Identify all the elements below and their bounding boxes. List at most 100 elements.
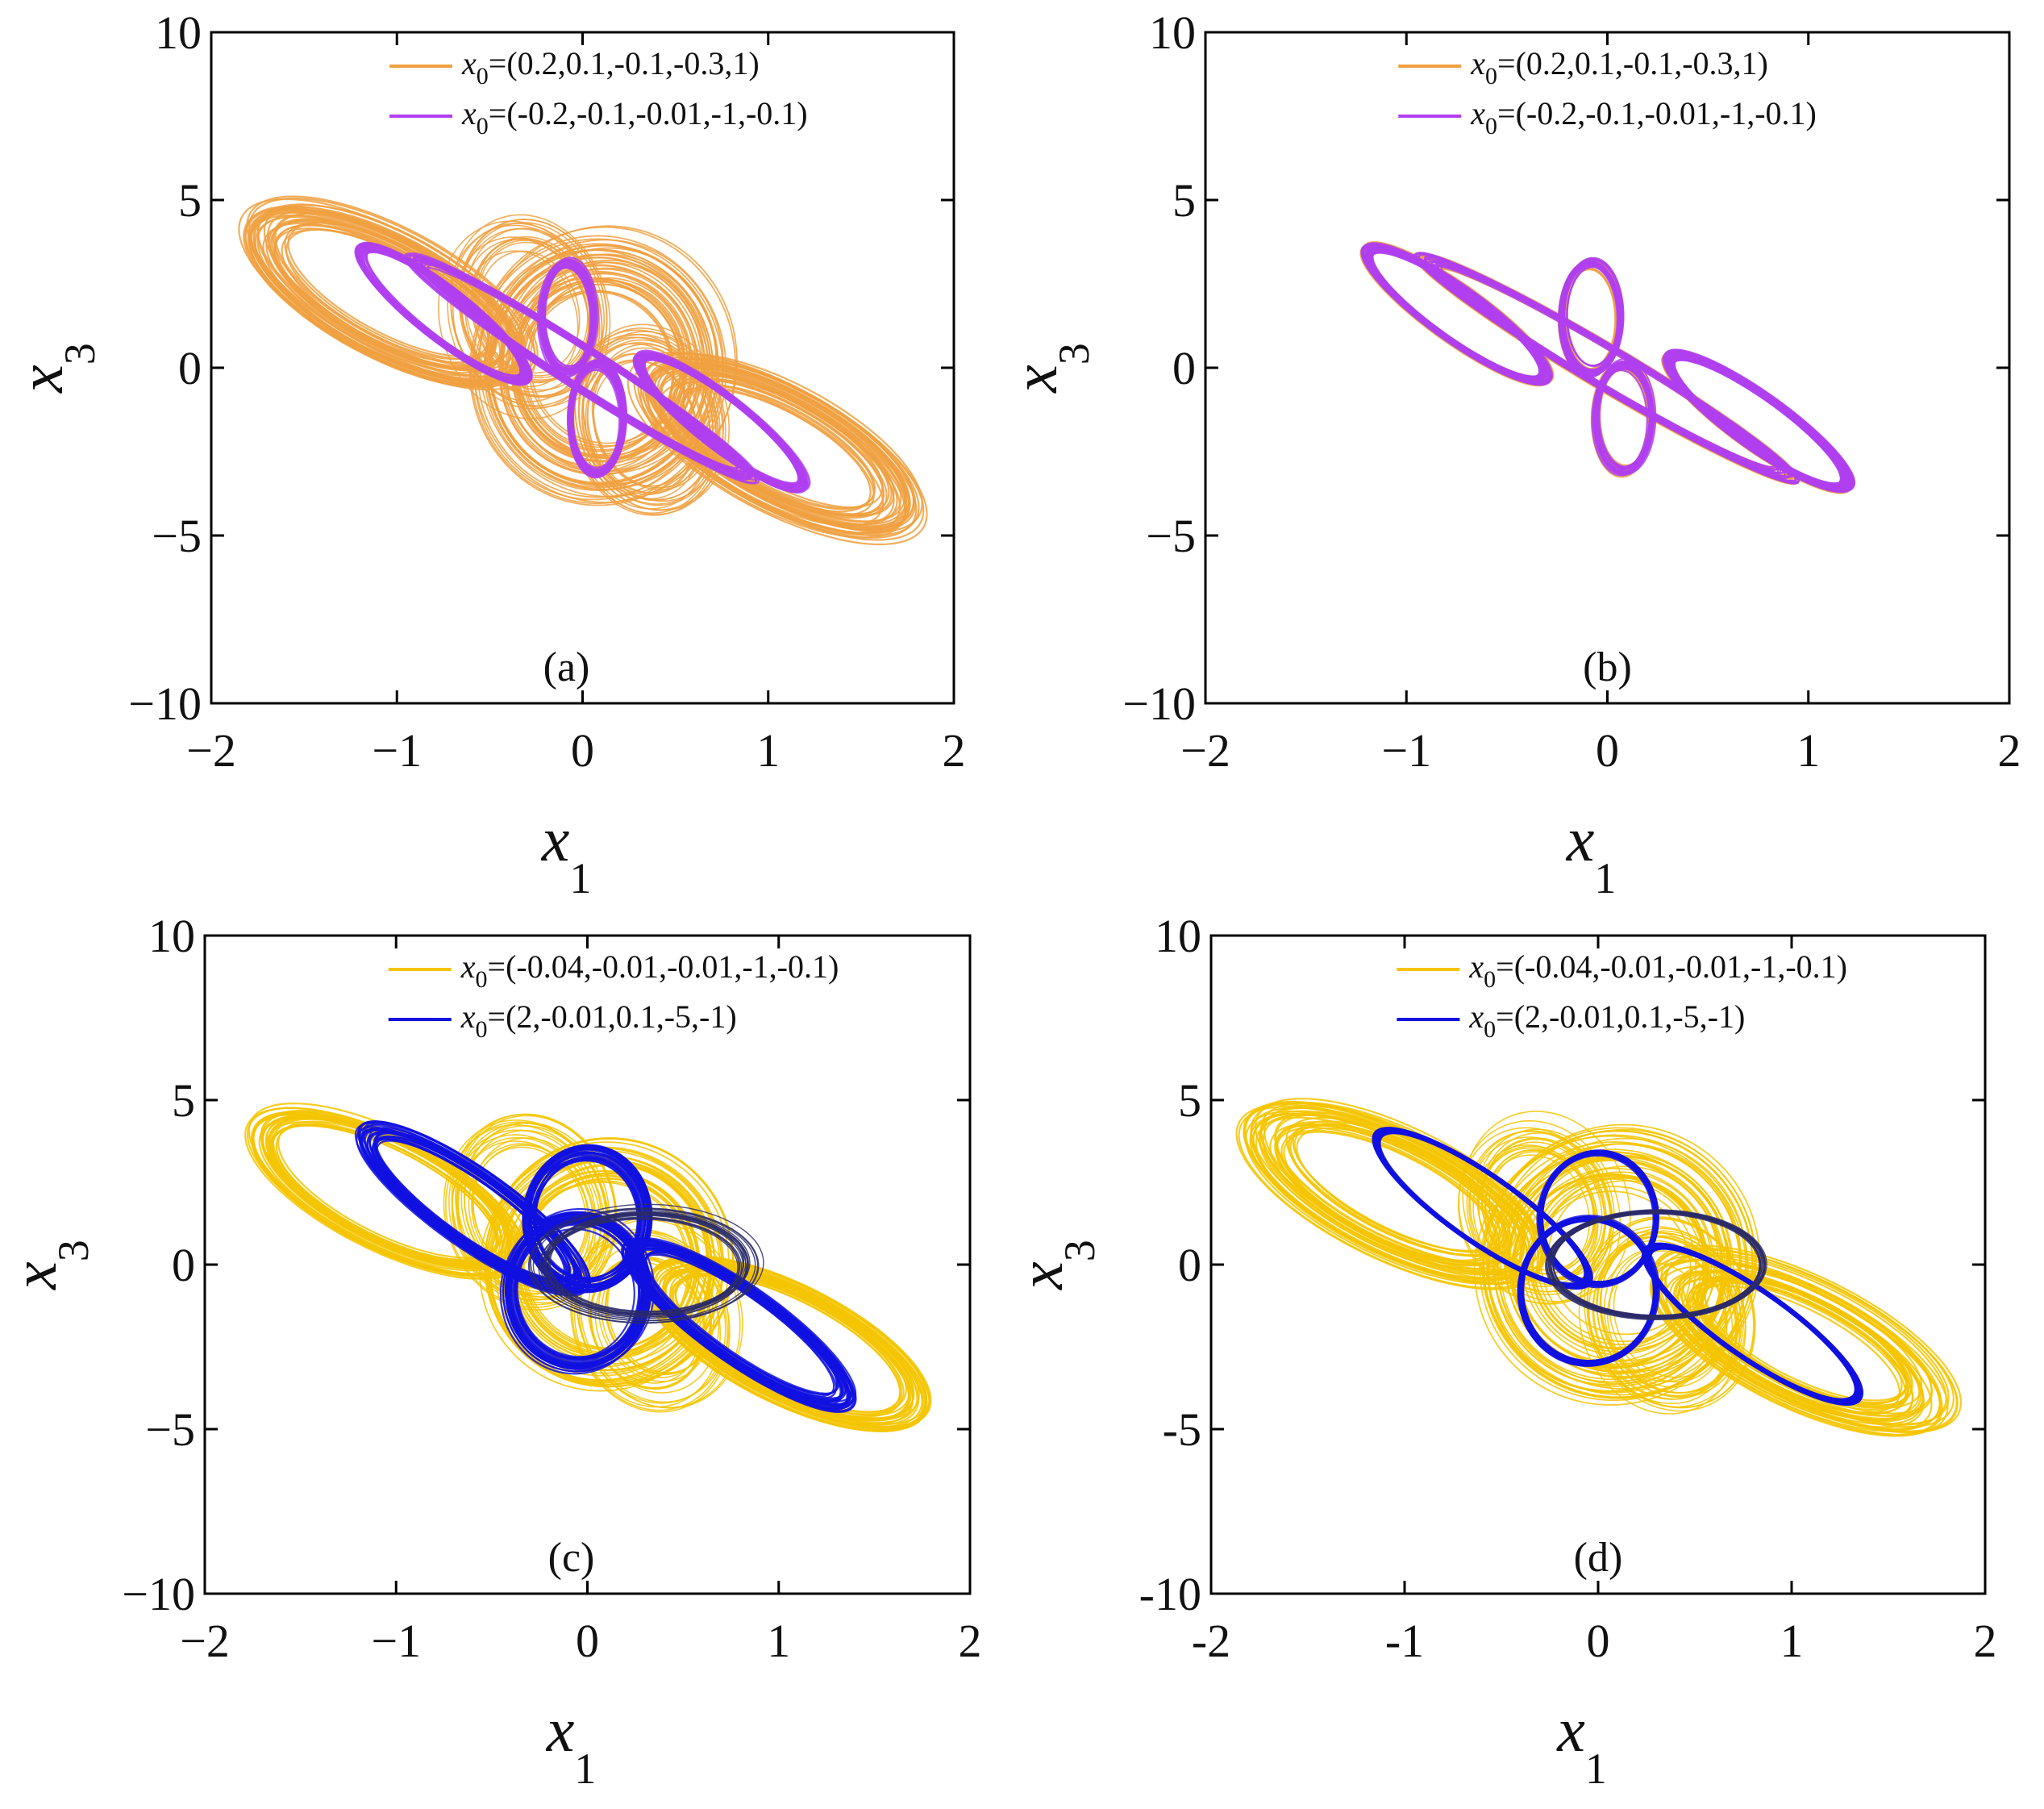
x-tick-label: 1 (756, 724, 780, 777)
legend-sub: 0 (1485, 113, 1497, 140)
y-axis-label-main: x (1000, 365, 1070, 394)
legend-values: =(0.2,0.1,-0.1,-0.3,1) (489, 45, 760, 81)
trajectory-loop (566, 361, 625, 479)
x-tick-label: −2 (186, 724, 236, 777)
x-tick-label: −1 (371, 1615, 421, 1667)
trajectory-loop (1251, 1112, 1528, 1281)
x-tick-label: 0 (571, 724, 594, 777)
panel-label: (c) (548, 1535, 595, 1581)
x-tick-label: −2 (180, 1615, 230, 1667)
x-tick-label: 1 (767, 1615, 790, 1667)
legend-entry-1: x0=(0.2,0.1,-0.1,-0.3,1) (389, 45, 760, 90)
trajectory-loop (513, 1220, 643, 1361)
trajectory-loop (489, 1157, 713, 1382)
x-axis-label-main: x (1556, 1694, 1585, 1765)
trajectory-loop (1677, 1270, 1922, 1419)
x-tick-label: 2 (1974, 1615, 1997, 1667)
y-tick-label: −10 (128, 677, 202, 730)
trajectory-loop (1292, 1120, 1511, 1253)
y-axis-label: x3 (1000, 343, 1098, 394)
y-axis-label-subscript: 3 (1050, 343, 1098, 365)
legend-values: =(-0.2,-0.1,-0.01,-1,-0.1) (1497, 95, 1817, 131)
y-tick-label: 5 (1172, 174, 1196, 227)
trajectory-loop (1609, 1248, 1728, 1383)
x-tick-label: 0 (1587, 1615, 1610, 1667)
legend-label: x0=(-0.2,-0.1,-0.01,-1,-0.1) (1470, 95, 1817, 140)
x-axis-label-subscript: 1 (1585, 1744, 1607, 1793)
trajectory-loop (1514, 1156, 1728, 1367)
legend-entry-2: x0=(-0.2,-0.1,-0.01,-1,-0.1) (1398, 95, 1817, 140)
y-axis-label-subscript: 3 (1055, 1240, 1104, 1261)
trajectory-loop (1415, 252, 1800, 483)
panel-b: −2 −1 0 1 2−10−50510x1x3x0=(0.2,0.1,-0.1,-0.… (1000, 6, 2021, 902)
trajectory-loop (1548, 1210, 1765, 1319)
series-2-trajectory (354, 1120, 857, 1414)
trajectory-loop (357, 243, 531, 384)
trajectory-loop (572, 343, 712, 510)
trajectory-loop (1586, 1226, 1746, 1408)
legend-var: x (1468, 998, 1484, 1035)
trajectory-loop (488, 1154, 716, 1382)
series-1-trajectory (238, 195, 928, 546)
y-axis-label-subscript: 3 (49, 1240, 98, 1261)
trajectory-loop (485, 1148, 723, 1386)
trajectory-loop (627, 351, 928, 546)
legend-sub: 0 (1484, 1016, 1496, 1043)
trajectory-loop (532, 1208, 756, 1322)
trajectory-loop (1484, 1154, 1591, 1275)
trajectory-loop (572, 361, 627, 473)
trajectory-loop (418, 262, 745, 475)
trajectory-loop (534, 1157, 641, 1280)
trajectory-loop (538, 1214, 747, 1319)
panel-d: -2 -1 0 1 2-10-50510x1x3x0=(-0.04,-0.01,-0.0… (1005, 910, 1997, 1793)
panel-a: −2 −1 0 1 2−10−50510x1x3x0=(0.2,0.1,-0.1,-0.… (6, 6, 966, 902)
trajectory-loop (250, 210, 519, 384)
trajectory-loop (522, 1145, 651, 1294)
legend-values: =(-0.04,-0.01,-0.01,-1,-0.1) (1496, 948, 1847, 985)
x-tick-label: 0 (576, 1615, 599, 1667)
legend-label: x0=(-0.2,-0.1,-0.01,-1,-0.1) (461, 95, 808, 140)
trajectory-loop (571, 1231, 729, 1411)
trajectory-loop (1275, 1127, 1505, 1266)
trajectory-loop (672, 378, 885, 516)
trajectory-loop (590, 1257, 705, 1389)
trajectory-loop (1484, 1149, 1596, 1275)
trajectory-loop (247, 1107, 526, 1278)
panel-label: (a) (543, 644, 590, 690)
trajectory-loop (1586, 1218, 1755, 1409)
legend-values: =(2,-0.01,0.1,-5,-1) (488, 998, 737, 1035)
series-2-trajectory (1360, 242, 1856, 494)
legend-var: x (461, 45, 477, 81)
trajectory-loop (1492, 1128, 1756, 1390)
plot-area (238, 195, 928, 546)
legend-values: =(-0.2,-0.1,-0.01,-1,-0.1) (489, 95, 808, 131)
trajectory-loop (1603, 1247, 1728, 1388)
trajectory-loop (1678, 1262, 1934, 1418)
trajectory-loop (582, 339, 717, 501)
y-tick-label: 10 (148, 910, 195, 962)
x-axis-label-subscript: 1 (1594, 854, 1616, 902)
legend-sub: 0 (1484, 966, 1496, 993)
trajectory-loop (1546, 1209, 1767, 1319)
trajectory-loop (1539, 1152, 1657, 1285)
x-axis-label-subscript: 1 (574, 1744, 596, 1793)
x-tick-label: 1 (1796, 724, 1820, 777)
x-axis-label: x1 (1566, 804, 1617, 902)
x-tick-label: 2 (959, 1615, 982, 1667)
legend-sub: 0 (476, 966, 488, 993)
trajectory-loop (470, 238, 724, 505)
legend-entry-2: x0=(-0.2,-0.1,-0.01,-1,-0.1) (389, 95, 808, 140)
y-tick-label: 0 (1178, 1239, 1201, 1291)
trajectory-loop (527, 1144, 653, 1288)
trajectory-loop (1539, 1176, 1708, 1343)
plot-area (1235, 1098, 1962, 1437)
trajectory-loop (576, 1216, 743, 1409)
y-tick-label: -10 (1139, 1568, 1201, 1620)
x-axis-label-main: x (541, 804, 570, 874)
legend-label: x0=(2,-0.01,0.1,-5,-1) (460, 998, 737, 1043)
trajectory-loop (543, 265, 595, 368)
legend-values: =(-0.04,-0.01,-0.01,-1,-0.1) (488, 948, 839, 985)
legend-var: x (1470, 45, 1485, 81)
trajectory-loop (1613, 1250, 1726, 1378)
legend-var: x (1468, 948, 1484, 985)
